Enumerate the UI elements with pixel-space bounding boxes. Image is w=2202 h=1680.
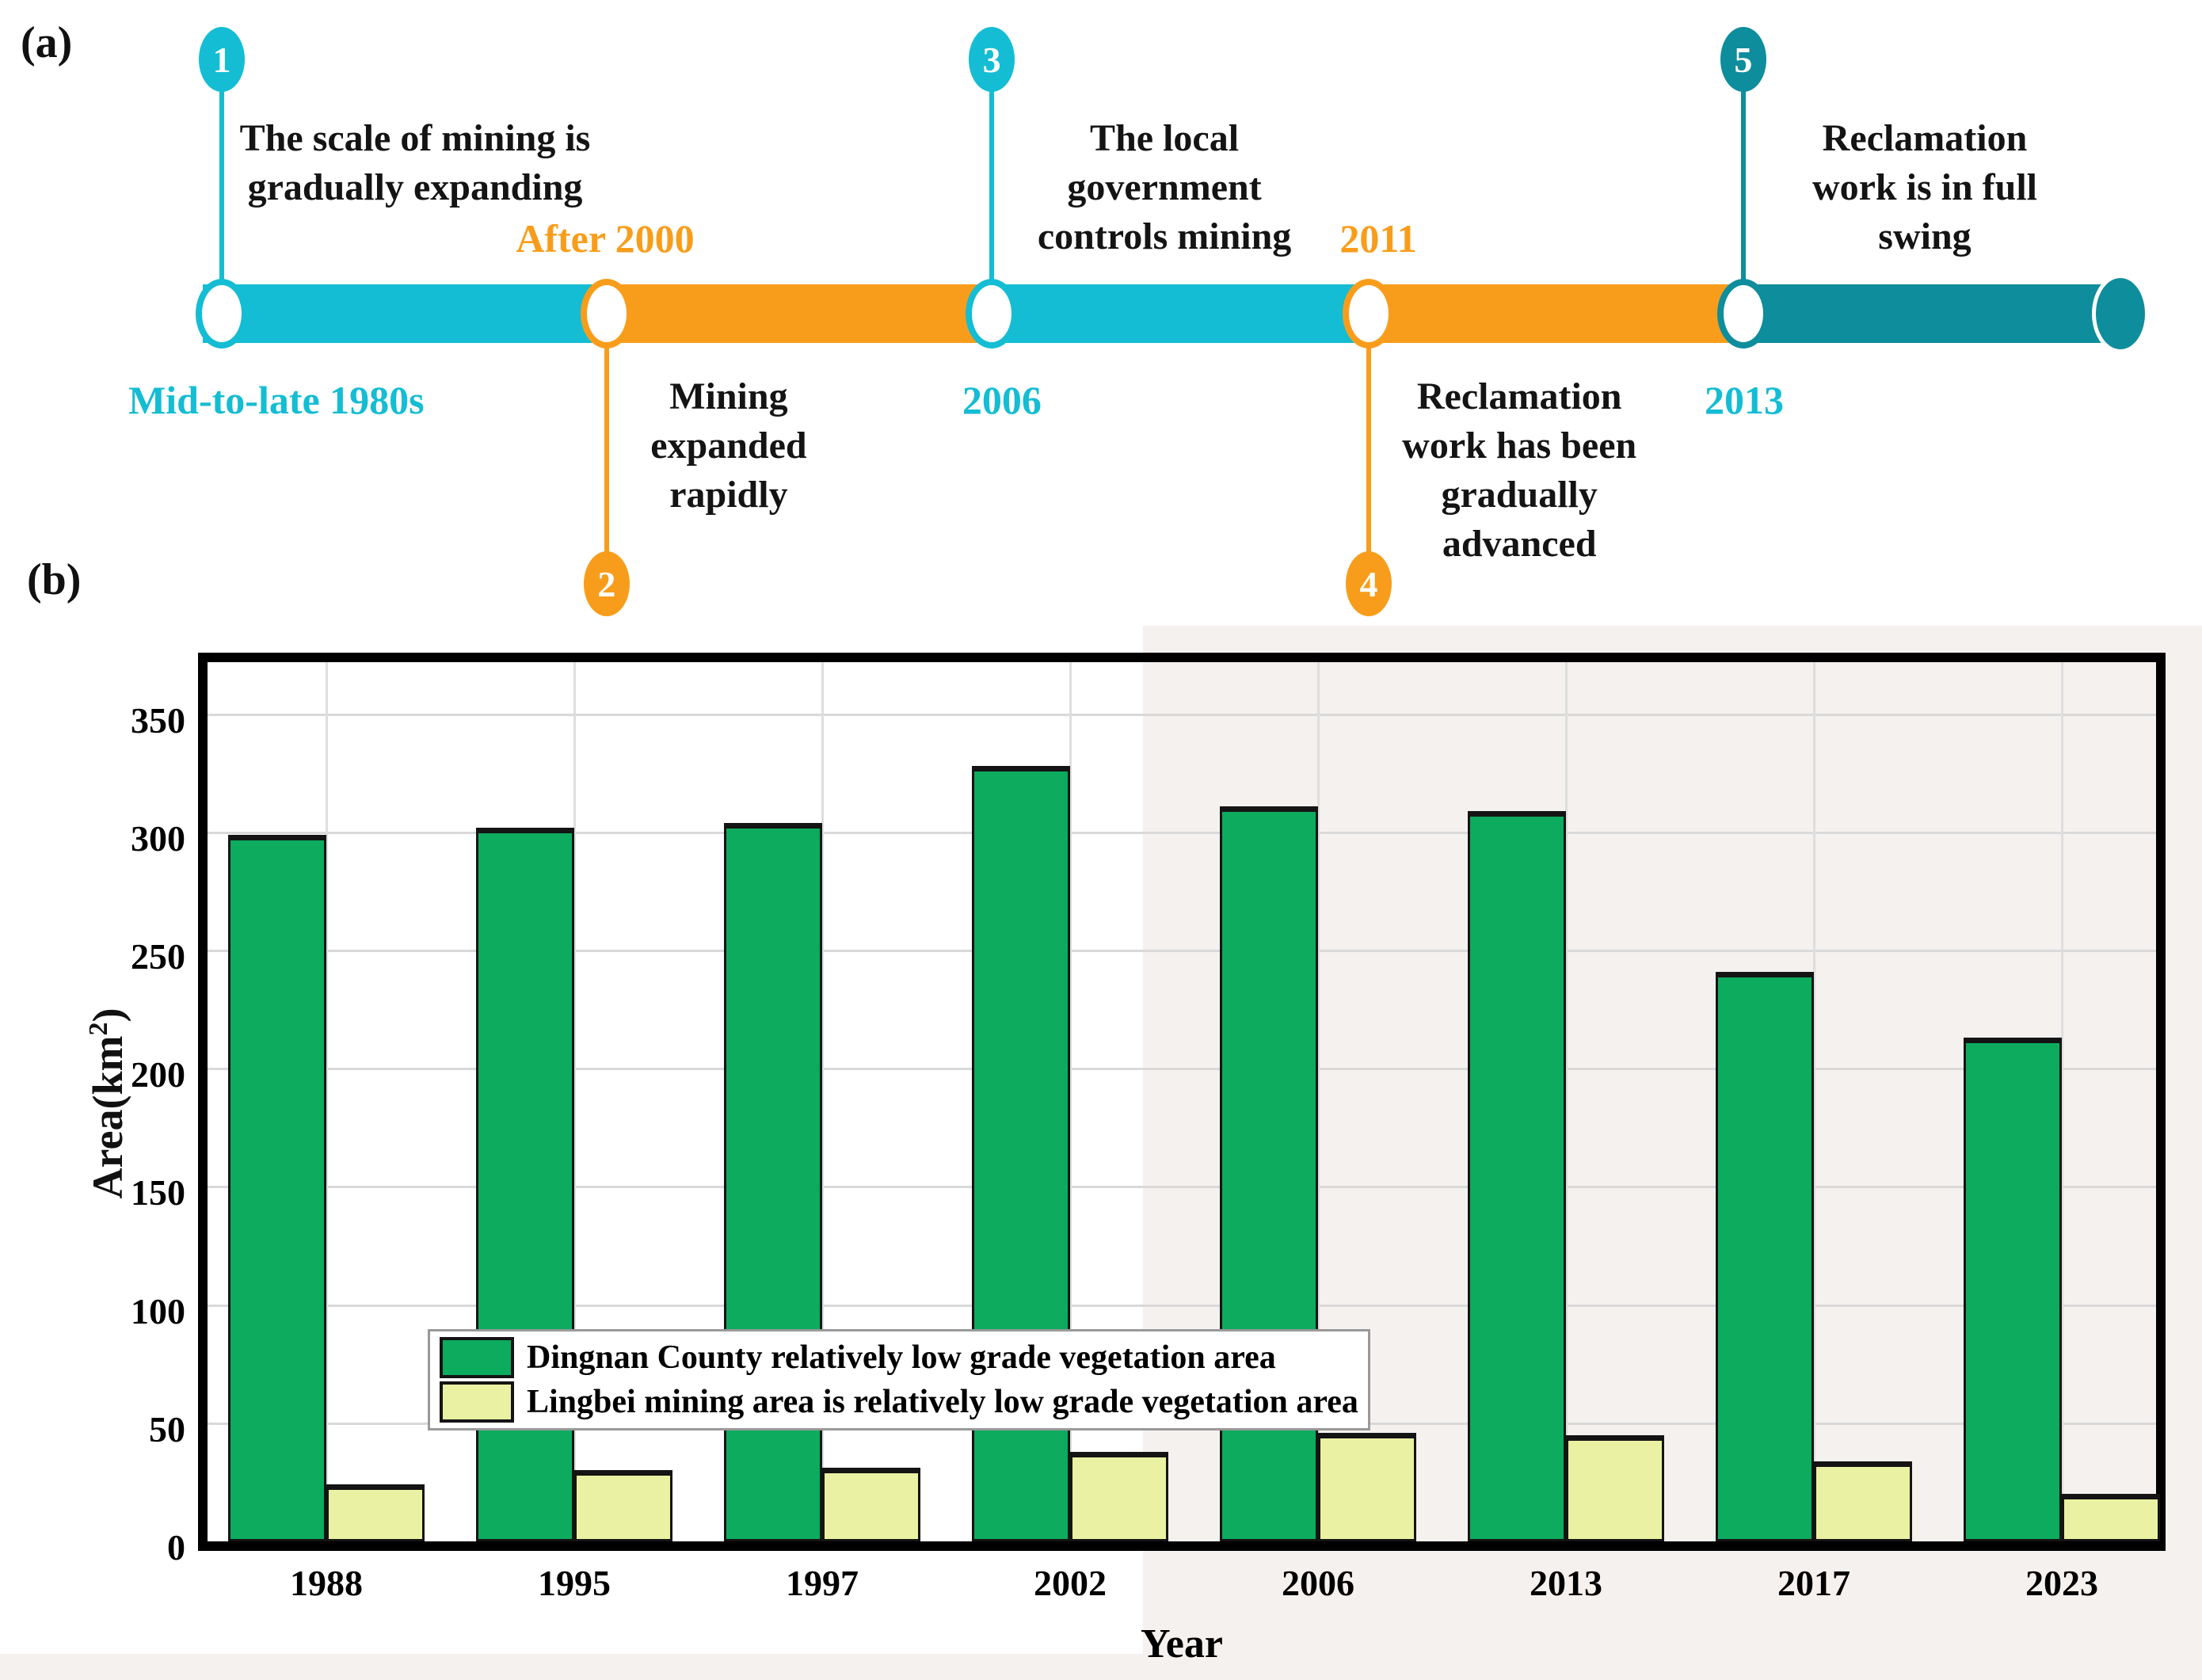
- event-year-5: 2013: [1705, 378, 1785, 422]
- bar-lingbei-1997: [822, 1468, 920, 1541]
- bar-dingnan-2023: [1964, 1038, 2062, 1541]
- timeline-node-1: [195, 279, 248, 349]
- gridline-v-2017: [1813, 662, 1815, 1541]
- legend-item-lingbei: Lingbei mining area is relatively low gr…: [440, 1380, 1358, 1424]
- timeline-stem-1: [219, 89, 224, 284]
- badge-number-4: 4: [1359, 563, 1378, 604]
- legend-swatch-lingbei: [440, 1381, 514, 1423]
- timeline-stem-3: [989, 89, 995, 284]
- gridline-v-2013: [1565, 662, 1568, 1541]
- y-tick-label-350: 350: [131, 699, 185, 741]
- event-year-3: 2006: [962, 378, 1042, 422]
- y-tick-label-200: 200: [131, 1054, 185, 1095]
- panel-b-label: (b): [27, 555, 82, 604]
- background-tint-bottom: [0, 1654, 2202, 1680]
- bar-lingbei-2013: [1566, 1435, 1664, 1541]
- timeline-stem-4: [1366, 343, 1372, 553]
- badge-number-5: 5: [1734, 39, 1753, 80]
- badge-number-2: 2: [597, 563, 616, 604]
- timeline-segment-3: [992, 284, 1370, 343]
- timeline-stem-2: [604, 343, 609, 553]
- y-tick-label-50: 50: [149, 1408, 185, 1450]
- timeline-node-2: [580, 279, 633, 349]
- gridline-v-2023: [2061, 662, 2063, 1541]
- gridline-v-1995: [573, 662, 576, 1541]
- bar-dingnan-1997: [724, 823, 822, 1541]
- timeline-segment-1: [203, 284, 607, 343]
- legend-swatch-dingnan: [440, 1337, 514, 1378]
- y-tick-label-0: 0: [167, 1527, 185, 1568]
- gridline-h-300: [208, 831, 2156, 834]
- event-year-1: Mid-to-late 1980s: [128, 378, 425, 422]
- badge-number-1: 1: [212, 39, 231, 80]
- panel-a-label: (a): [21, 18, 73, 67]
- event-text-3: The local government controls mining: [1037, 117, 1292, 257]
- timeline-badge-1: 1: [198, 27, 245, 92]
- event-text-5: Reclamation work is in full swing: [1812, 117, 2038, 257]
- x-tick-label-2006: 2006: [1282, 1563, 1354, 1603]
- y-tick-label-250: 250: [131, 936, 185, 977]
- bar-lingbei-2002: [1070, 1452, 1168, 1541]
- legend: Dingnan County relatively low grade vege…: [428, 1329, 1370, 1430]
- event-text-4: Reclamation work has been gradually adva…: [1402, 375, 1637, 565]
- bar-dingnan-2013: [1468, 811, 1566, 1541]
- gridline-v-2006: [1317, 662, 1320, 1541]
- y-axis-label-sup: 2: [84, 1022, 113, 1036]
- timeline-stem-5: [1740, 89, 1746, 284]
- x-tick-label-1997: 1997: [786, 1563, 859, 1603]
- y-tick-label-300: 300: [131, 817, 185, 859]
- bar-lingbei-2017: [1814, 1461, 1912, 1541]
- x-tick-label-2017: 2017: [1777, 1563, 1850, 1603]
- legend-label-lingbei: Lingbei mining area is relatively low gr…: [527, 1384, 1358, 1420]
- timeline-node-4: [1343, 279, 1396, 349]
- gridline-h-250: [208, 950, 2156, 953]
- gridline-h-200: [208, 1068, 2156, 1071]
- bar-lingbei-1995: [574, 1470, 672, 1541]
- x-tick-label-2013: 2013: [1530, 1563, 1602, 1603]
- y-tick-label-100: 100: [131, 1290, 185, 1331]
- event-year-2: After 2000: [516, 216, 695, 261]
- gridline-h-100: [208, 1304, 2156, 1307]
- event-text-2: Mining expanded rapidly: [650, 375, 807, 516]
- timeline-node-3: [966, 279, 1019, 349]
- legend-item-dingnan: Dingnan County relatively low grade vege…: [440, 1335, 1358, 1380]
- y-axis-label-suffix: ): [84, 1008, 131, 1023]
- gridline-v-2002: [1069, 662, 1072, 1541]
- timeline-node-5: [1716, 279, 1770, 349]
- timeline-segment-2: [606, 284, 992, 343]
- bar-lingbei-2006: [1318, 1433, 1416, 1541]
- gridline-h-350: [208, 713, 2156, 716]
- event-year-4: 2011: [1339, 216, 1417, 261]
- gridline-v-1997: [821, 662, 824, 1541]
- x-tick-label-2002: 2002: [1034, 1563, 1107, 1603]
- timeline-badge-4: 4: [1346, 551, 1392, 616]
- gridline-v-1988: [326, 662, 328, 1541]
- gridline-h-150: [208, 1186, 2156, 1189]
- legend-label-dingnan: Dingnan County relatively low grade vege…: [527, 1339, 1276, 1376]
- mining-timeline: 1 The scale of mining is gradually expand…: [0, 0, 2202, 634]
- bar-lingbei-2023: [2062, 1494, 2160, 1541]
- x-tick-label-2023: 2023: [2025, 1563, 2098, 1603]
- timeline-segment-5: [1743, 284, 2103, 343]
- badge-number-3: 3: [982, 39, 1001, 80]
- x-tick-label-1995: 1995: [538, 1563, 611, 1603]
- timeline-segment-4: [1369, 284, 1743, 343]
- bar-dingnan-2006: [1220, 806, 1318, 1541]
- bar-dingnan-1995: [476, 828, 574, 1541]
- bar-dingnan-1988: [228, 835, 326, 1541]
- timeline-end-cap: [2092, 274, 2150, 353]
- y-tick-label-150: 150: [131, 1172, 185, 1213]
- bar-lingbei-1988: [326, 1484, 425, 1541]
- x-tick-label-1988: 1988: [290, 1563, 363, 1603]
- timeline-badge-2: 2: [583, 551, 630, 616]
- plot-area: Dingnan County relatively low grade vege…: [198, 653, 2166, 1551]
- x-axis-label: Year: [1141, 1621, 1223, 1667]
- bar-dingnan-2017: [1716, 972, 1814, 1541]
- event-text-1: The scale of mining is gradually expandi…: [239, 117, 591, 208]
- timeline-badge-3: 3: [969, 27, 1015, 92]
- timeline-badge-5: 5: [1720, 27, 1766, 92]
